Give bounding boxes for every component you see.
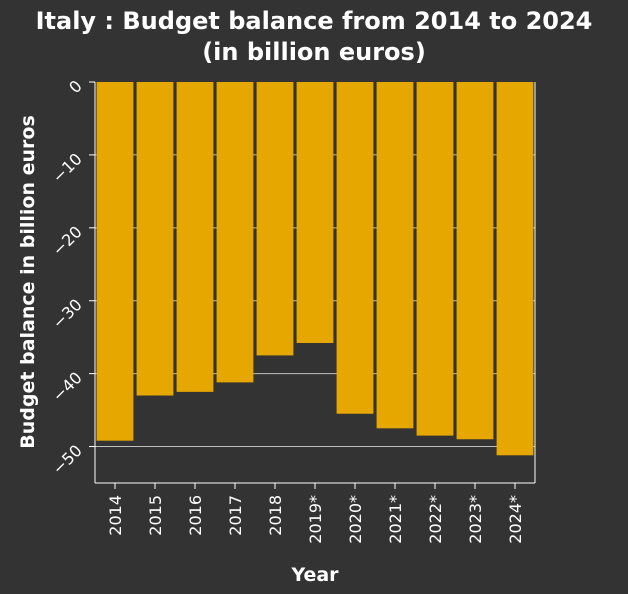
- bar: [176, 82, 214, 392]
- y-tick-label: 0: [65, 76, 86, 97]
- x-tick-label: 2021*: [386, 495, 405, 544]
- chart-title-line-1: Italy : Budget balance from 2014 to 2024: [36, 7, 593, 35]
- x-axis-label: Year: [290, 564, 339, 586]
- y-tick-label: −50: [49, 441, 86, 478]
- x-tick-label: 2024*: [506, 495, 525, 544]
- chart-title-line-2: (in billion euros): [202, 38, 426, 66]
- bar: [96, 82, 134, 441]
- y-tick-label: −40: [49, 368, 86, 405]
- x-tick-label: 2020*: [346, 495, 365, 544]
- y-tick-label: −20: [49, 222, 86, 259]
- bar: [376, 82, 414, 429]
- y-tick-label: −10: [49, 149, 86, 186]
- x-tick-label: 2017: [226, 495, 245, 536]
- bars: [96, 82, 534, 456]
- bar: [416, 82, 454, 436]
- bar: [496, 82, 534, 456]
- x-tick-label: 2019*: [306, 495, 325, 544]
- bar: [296, 82, 334, 344]
- y-tick-label: −30: [49, 295, 86, 332]
- x-tick-label: 2014: [106, 495, 125, 536]
- x-tick-label: 2018: [266, 495, 285, 536]
- bar: [216, 82, 254, 383]
- x-tick-label: 2022*: [426, 495, 445, 544]
- x-tick-label: 2016: [186, 495, 205, 536]
- x-tick-label: 2015: [146, 495, 165, 536]
- y-axis-label: Budget balance in billion euros: [17, 115, 39, 448]
- y-ticks: 0 −10 −20 −30 −40 −50: [49, 76, 95, 478]
- bar: [456, 82, 494, 440]
- bar: [136, 82, 174, 396]
- x-ticks: 2014 2015 2016 2017 2018 2019* 2020* 2021* 2022*…: [106, 483, 525, 544]
- x-tick-label: 2023*: [466, 495, 485, 544]
- bar: [336, 82, 374, 414]
- bar: [256, 82, 294, 356]
